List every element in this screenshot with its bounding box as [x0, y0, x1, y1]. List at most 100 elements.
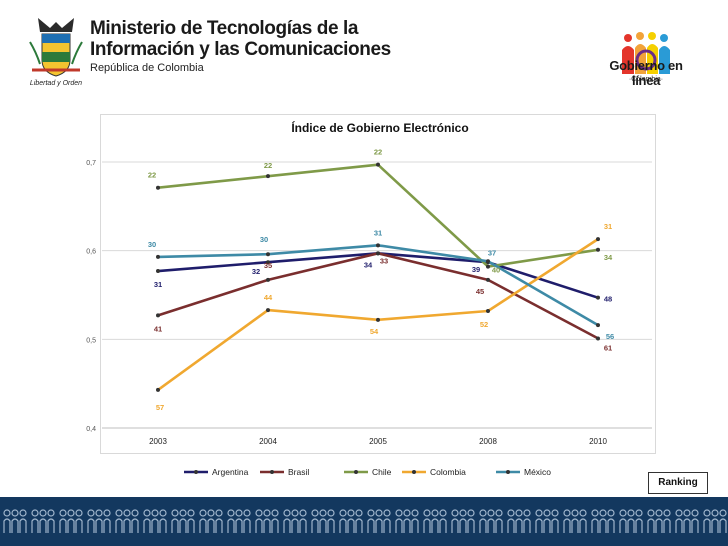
data-point: [376, 162, 380, 167]
rank-label: 54: [370, 327, 379, 336]
data-point: [486, 259, 490, 264]
people-figure-icon: [115, 509, 139, 533]
ranking-label: Ranking: [648, 472, 708, 494]
people-figure-icon: [59, 509, 83, 533]
people-figure-icon: [395, 509, 419, 533]
rank-labels: 31 32 34 39 48 41 35 33 45 61 22 22 22 40 34 57 44 54 52 31…: [148, 148, 614, 412]
legend-marker: [412, 470, 416, 474]
data-point: [596, 237, 600, 242]
data-point: [596, 323, 600, 328]
coat-of-arms-icon: Libertad y Orden: [29, 18, 83, 87]
logo-title: Gobierno en línea: [609, 58, 683, 88]
rank-label: 31: [154, 280, 162, 289]
rank-label: 44: [264, 293, 273, 302]
legend-label: Brasil: [288, 467, 309, 477]
people-figure-icon: [143, 509, 167, 533]
data-point: [486, 308, 490, 313]
rank-label: 22: [264, 161, 272, 170]
x-tick-label: 2004: [259, 437, 277, 446]
x-axis-ticks: 2003 2004 2005 2008 2010: [149, 437, 607, 446]
y-tick-label: 0,6: [86, 249, 96, 256]
ministry-line-1: Ministerio de Tecnologías de la: [90, 18, 359, 39]
legend-label: Chile: [372, 467, 392, 477]
rank-label: 45: [476, 287, 484, 296]
rank-label: 52: [480, 320, 488, 329]
people-figure-icon: [87, 509, 111, 533]
legend-marker: [270, 470, 274, 474]
rank-label: 41: [154, 324, 162, 333]
rank-label: 39: [472, 265, 480, 274]
rank-label: 32: [252, 267, 260, 276]
header: Libertad y Orden Ministerio de Tecnologí…: [0, 0, 728, 100]
rank-label: 31: [374, 228, 382, 237]
footer-band: [0, 497, 728, 546]
data-point: [376, 251, 380, 256]
data-point: [266, 174, 270, 179]
data-point: [156, 387, 160, 392]
people-figure-icon: [227, 509, 251, 533]
chart-legend: Argentina Brasil Chile Colombia México: [184, 467, 551, 477]
rank-label: 37: [488, 248, 496, 257]
legend-marker: [354, 470, 358, 474]
rank-label: 34: [364, 260, 373, 269]
chart-frame: [100, 114, 656, 454]
y-tick-label: 0,4: [86, 426, 96, 433]
people-figure-icon: [675, 509, 699, 533]
people-figure-icon: [423, 509, 447, 533]
data-point: [376, 317, 380, 322]
rank-label: 35: [264, 261, 272, 270]
coat-motto: Libertad y Orden: [30, 80, 82, 87]
data-point: [156, 269, 160, 274]
rank-label: 31: [604, 222, 612, 231]
people-figure-icon: [647, 509, 671, 533]
data-point: [486, 264, 490, 269]
ministry-line-3: República de Colombia: [90, 62, 204, 74]
data-point: [596, 295, 600, 300]
series-line-colombia: [157, 238, 599, 391]
data-point: [486, 277, 490, 282]
people-figure-icon: [479, 509, 503, 533]
people-figure-icon: [31, 509, 55, 533]
data-point: [266, 277, 270, 282]
rank-label: 56: [606, 332, 614, 341]
people-pattern-icon: [3, 509, 727, 533]
data-point: [156, 254, 160, 259]
rank-label: 22: [374, 148, 382, 157]
gobierno-en-linea-logo-icon: [622, 32, 670, 74]
people-figure-icon: [591, 509, 615, 533]
people-figure-icon: [311, 509, 335, 533]
series-line-chile: [157, 163, 599, 268]
chart-grid: [102, 161, 652, 429]
data-point: [266, 260, 270, 265]
logo-subtitle: ·Colombia·: [628, 76, 664, 83]
legend-label: México: [524, 467, 551, 477]
legend-label: Argentina: [212, 467, 249, 477]
people-figure-icon: [535, 509, 559, 533]
data-point: [156, 185, 160, 190]
people-figure-icon: [3, 509, 27, 533]
people-figure-icon: [283, 509, 307, 533]
data-point: [156, 313, 160, 318]
people-figure-icon: [507, 509, 531, 533]
people-figure-icon: [199, 509, 223, 533]
legend-marker: [506, 470, 510, 474]
y-tick-label: 0,5: [86, 337, 96, 344]
legend-label: Colombia: [430, 467, 466, 477]
people-figure-icon: [171, 509, 195, 533]
rank-label: 57: [156, 403, 164, 412]
x-tick-label: 2010: [589, 437, 607, 446]
ministry-name: Ministerio de Tecnologías de la Informac…: [90, 18, 391, 74]
rank-label: 34: [604, 253, 613, 262]
data-point: [266, 252, 270, 257]
series-line-méxico: [157, 244, 599, 327]
people-figure-icon: [339, 509, 363, 533]
people-figure-icon: [619, 509, 643, 533]
rank-label: 30: [260, 235, 268, 244]
chart-series: [156, 162, 600, 392]
data-point: [266, 308, 270, 313]
rank-label: 40: [492, 266, 500, 275]
data-point: [596, 247, 600, 252]
ministry-line-2: Información y las Comunicaciones: [90, 39, 391, 60]
y-axis-ticks: 0,4 0,5 0,6 0,7: [86, 160, 96, 433]
